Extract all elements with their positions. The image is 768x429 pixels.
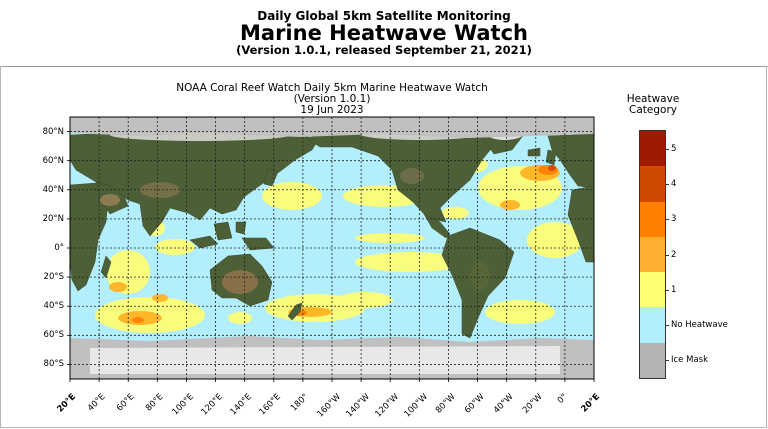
legend-tick [666, 289, 669, 291]
map-gridlines [70, 117, 594, 379]
legend-swatch [640, 236, 665, 273]
product-frame [0, 66, 767, 428]
legend-swatch [640, 166, 665, 203]
legend-swatch [640, 201, 665, 238]
legend-colorbar [639, 130, 666, 379]
heatwave-cat4-areas [548, 165, 556, 171]
legend-label: 4 [671, 178, 677, 189]
lat-label: 40°S [43, 301, 64, 312]
legend-label: 5 [671, 143, 677, 154]
legend-swatch [640, 307, 665, 344]
legend-label: 2 [671, 249, 677, 260]
legend-tick [666, 183, 669, 185]
legend-label: No Heatwave [671, 320, 728, 331]
legend-tick [666, 148, 669, 150]
map-date: 19 Jun 2023 [300, 104, 364, 116]
map-version: (Version 1.0.1) [293, 93, 371, 105]
lat-label: 40°N [42, 184, 64, 195]
legend-title: Heatwave [626, 93, 680, 105]
legend-tick [666, 254, 669, 256]
legend-swatch [640, 272, 665, 308]
lat-label: 20°N [42, 213, 64, 224]
legend-label: 3 [671, 214, 677, 225]
lat-label: 80°N [42, 126, 64, 137]
heatwave-cat1-areas [95, 157, 583, 333]
arctic-ice-edge [70, 117, 594, 138]
lat-ticks [67, 131, 70, 365]
legend-tick [666, 219, 669, 221]
map-layers [70, 117, 594, 379]
lat-label: 0° [54, 243, 64, 253]
header-subtitle: Daily Global 5km Satellite Monitoring [257, 9, 511, 23]
legend-tick [666, 325, 669, 327]
legend-subtitle: Category [629, 104, 677, 116]
legend-swatch [640, 131, 665, 167]
legend-tick [666, 360, 669, 362]
map-title: NOAA Coral Reef Watch Daily 5km Marine H… [176, 82, 488, 94]
legend-label: Ice Mask [671, 355, 709, 366]
legend-label: 1 [671, 284, 677, 295]
page-title: Marine Heatwave Watch [240, 21, 528, 45]
header-divider [0, 66, 768, 67]
legend-swatch [640, 342, 665, 379]
lat-label: 60°N [42, 155, 64, 166]
antarctica-land [90, 346, 560, 374]
lat-label: 60°S [43, 330, 64, 341]
lat-label: 80°S [43, 359, 64, 370]
lon-ticks [69, 379, 595, 382]
lat-label: 20°S [43, 272, 64, 283]
header-version: (Version 1.0.1, released September 21, 2… [236, 43, 532, 57]
